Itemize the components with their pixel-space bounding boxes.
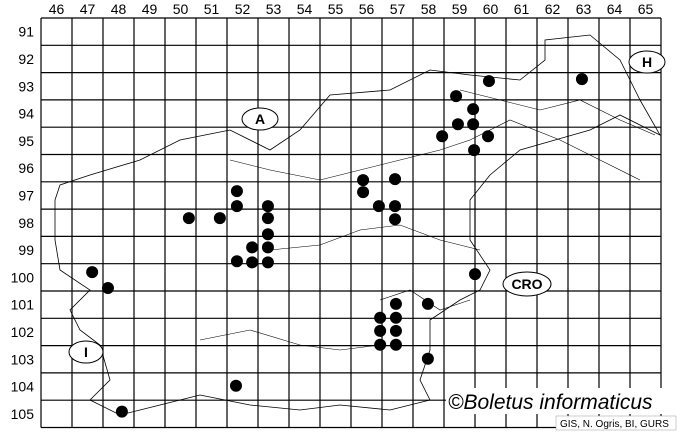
column-label: 62 xyxy=(545,1,561,17)
column-label: 56 xyxy=(359,1,375,17)
record-dot xyxy=(357,174,370,187)
column-label: 53 xyxy=(266,1,282,17)
row-label: 100 xyxy=(11,269,35,285)
record-dot xyxy=(421,297,434,310)
record-dot xyxy=(229,379,242,392)
record-dot xyxy=(450,90,463,103)
row-label: 103 xyxy=(11,351,35,367)
column-label: 52 xyxy=(235,1,251,17)
record-dot xyxy=(467,118,480,131)
record-dot xyxy=(389,338,402,351)
country-label-croatia: CRO xyxy=(502,271,552,297)
record-dot xyxy=(261,228,274,241)
record-dot xyxy=(230,200,243,213)
record-dot xyxy=(389,213,402,226)
record-dot xyxy=(261,241,274,254)
record-dot xyxy=(421,352,434,365)
copyright-text: ©Boletus informaticus xyxy=(448,391,653,414)
column-label: 47 xyxy=(80,1,96,17)
column-label: 65 xyxy=(638,1,654,17)
record-dot xyxy=(230,255,243,268)
row-label: 97 xyxy=(18,187,34,203)
column-label: 49 xyxy=(142,1,158,17)
column-label: 63 xyxy=(576,1,592,17)
column-label: 61 xyxy=(514,1,530,17)
row-label: 93 xyxy=(18,78,34,94)
record-dot xyxy=(436,130,449,143)
record-dot xyxy=(101,281,114,294)
record-dot xyxy=(357,186,370,199)
column-label: 50 xyxy=(173,1,189,17)
record-dot xyxy=(389,297,402,310)
record-dot xyxy=(230,185,243,198)
row-label: 102 xyxy=(11,324,35,340)
record-dot xyxy=(374,311,387,324)
record-dot xyxy=(469,268,481,281)
country-label-austria: A xyxy=(241,107,279,131)
column-label: 46 xyxy=(49,1,65,17)
river xyxy=(269,224,481,251)
row-label: 104 xyxy=(11,379,35,395)
record-dot xyxy=(389,173,402,186)
record-dot xyxy=(115,405,128,418)
row-label: 99 xyxy=(18,242,34,258)
row-label: 96 xyxy=(18,160,34,176)
country-border xyxy=(54,34,662,416)
record-dot xyxy=(468,144,481,157)
row-label: 94 xyxy=(18,106,34,122)
river xyxy=(229,119,641,181)
country-label-hungary: H xyxy=(628,50,666,74)
record-dot xyxy=(374,324,387,337)
record-dot xyxy=(86,266,99,279)
record-dot xyxy=(575,73,588,86)
record-dot xyxy=(482,130,495,143)
record-dot xyxy=(213,212,226,225)
record-dot xyxy=(389,200,402,213)
country-label-italy: I xyxy=(68,340,104,364)
record-dot xyxy=(261,212,274,225)
row-label: 101 xyxy=(11,297,35,313)
record-dot xyxy=(389,311,402,324)
country-label-text: H xyxy=(642,54,652,70)
column-label: 64 xyxy=(607,1,623,17)
record-dot xyxy=(467,103,480,116)
record-dot xyxy=(374,338,387,351)
record-dot xyxy=(372,200,385,213)
country-label-text: CRO xyxy=(511,276,542,292)
record-dot xyxy=(451,118,464,131)
country-label-text: I xyxy=(84,344,88,360)
record-dot xyxy=(261,256,274,269)
column-label: 58 xyxy=(421,1,437,17)
column-label: 57 xyxy=(390,1,406,17)
column-label: 48 xyxy=(111,1,127,17)
record-dot xyxy=(482,75,495,88)
row-label: 92 xyxy=(18,51,34,67)
record-dot xyxy=(261,200,274,213)
record-dot xyxy=(389,324,402,337)
column-label: 51 xyxy=(204,1,220,17)
record-dot xyxy=(246,241,259,254)
column-label: 55 xyxy=(328,1,344,17)
record-dot xyxy=(246,256,259,269)
column-label: 54 xyxy=(297,1,313,17)
row-label: 105 xyxy=(11,406,35,422)
row-label: 98 xyxy=(18,215,34,231)
row-label: 91 xyxy=(18,24,34,40)
record-dots xyxy=(86,73,588,418)
column-label: 60 xyxy=(483,1,499,17)
river xyxy=(459,89,656,136)
row-label: 95 xyxy=(18,133,34,149)
country-label-text: A xyxy=(255,111,265,127)
grid xyxy=(40,17,662,429)
column-label: 59 xyxy=(452,1,468,17)
record-dot xyxy=(182,212,195,225)
credit-text: GIS, N. Ogris, BI, GURS xyxy=(560,419,669,430)
